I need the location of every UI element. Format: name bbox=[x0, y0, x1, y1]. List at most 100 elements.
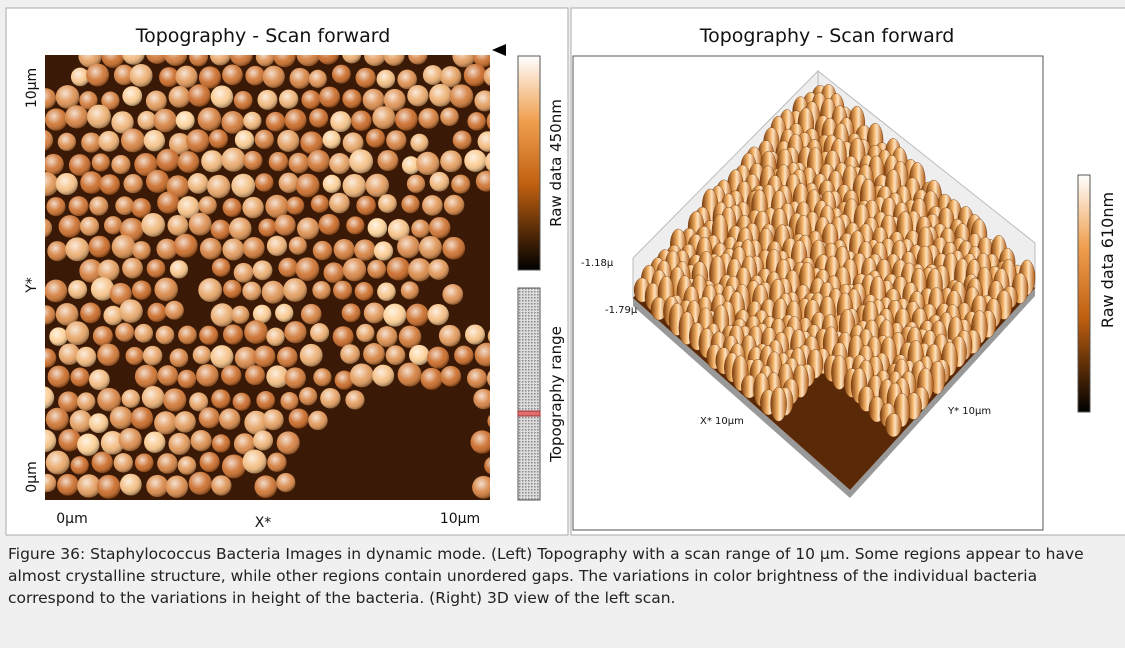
bacterium-shade bbox=[89, 369, 110, 390]
bacterium-shade bbox=[266, 328, 284, 346]
bacterium-shade bbox=[188, 173, 209, 194]
x3d-label: X* 10µm bbox=[700, 416, 744, 427]
bacterium-shade bbox=[120, 474, 142, 496]
bacterium-shade bbox=[355, 282, 374, 301]
bacterium-shade bbox=[221, 365, 241, 385]
bacterium-shade bbox=[377, 326, 398, 347]
bacterium-shade bbox=[418, 108, 439, 129]
bacterium-shade bbox=[256, 391, 275, 410]
bacterium-shade bbox=[229, 217, 252, 240]
bacterium-shade bbox=[175, 66, 197, 88]
bacterium-shade bbox=[92, 452, 113, 473]
y3d-label: Y* 10µm bbox=[947, 406, 991, 417]
bacterium-shade bbox=[319, 214, 340, 235]
bacterium-shade bbox=[374, 241, 393, 260]
bacterium-shade bbox=[366, 129, 385, 148]
bacterium-shade bbox=[234, 263, 254, 283]
bacterium-shade bbox=[430, 172, 450, 192]
bacterium-shade bbox=[174, 411, 195, 432]
bacterium-shade bbox=[80, 171, 102, 193]
bacterium-shade bbox=[198, 278, 222, 302]
bacterium-shade bbox=[119, 428, 142, 451]
bacterium-shade bbox=[97, 344, 119, 366]
bacterium-shade bbox=[285, 367, 306, 388]
bacterium-shade bbox=[45, 280, 68, 303]
bacterium-shade bbox=[211, 303, 234, 326]
bacterium-shade bbox=[47, 241, 67, 261]
bacterium-shade bbox=[198, 107, 222, 131]
bacterium-shade bbox=[409, 345, 429, 365]
z-bottom-label: -1.79µ bbox=[605, 305, 638, 316]
bacterium-shade bbox=[296, 174, 320, 198]
bacterium-shade bbox=[56, 173, 78, 195]
bacterium-shade bbox=[367, 260, 386, 279]
bacterium-shade bbox=[300, 344, 323, 367]
page: Topography - Scan forward Topography - S… bbox=[0, 0, 1125, 648]
bacterium-shade bbox=[169, 86, 191, 108]
bacterium-shade bbox=[46, 408, 69, 431]
bacterium-shade bbox=[319, 87, 340, 108]
bacterium-shade bbox=[178, 456, 196, 474]
bacterium-shade bbox=[71, 456, 89, 474]
bacterium-shade bbox=[178, 326, 197, 345]
bacterium-shade bbox=[80, 217, 99, 236]
bacterium-shade bbox=[65, 237, 89, 261]
bacterium-shade bbox=[401, 281, 419, 299]
bacterium-shade bbox=[401, 195, 419, 213]
y-top-label: 10µm bbox=[24, 68, 40, 108]
bacterium-shade bbox=[207, 175, 230, 198]
bacterium-shade bbox=[301, 304, 321, 324]
bacterium-shade bbox=[97, 475, 121, 499]
bacterium-shade bbox=[254, 475, 277, 498]
bacterium-shade bbox=[372, 106, 395, 129]
bacterium-shade bbox=[378, 194, 397, 213]
bacterium-shade bbox=[231, 174, 255, 198]
bacterium-shade bbox=[263, 409, 284, 430]
bump bbox=[885, 413, 901, 437]
bacterium-shade bbox=[104, 216, 122, 234]
bacterium-shade bbox=[146, 475, 168, 497]
bacterium-shade bbox=[210, 345, 233, 368]
bacterium-shade bbox=[253, 430, 273, 450]
bacterium-shade bbox=[253, 260, 273, 280]
bacterium-shade bbox=[285, 109, 307, 131]
bacterium-shade bbox=[257, 90, 277, 110]
bacterium-shade bbox=[130, 64, 153, 87]
bacterium-shade bbox=[186, 129, 209, 152]
bacterium-shade bbox=[243, 151, 262, 170]
bacterium-shade bbox=[377, 282, 395, 300]
bacterium-shade bbox=[255, 173, 273, 191]
bacterium-shade bbox=[395, 108, 418, 131]
bacterium-shade bbox=[111, 155, 130, 174]
bacterium-shade bbox=[115, 323, 134, 342]
bacterium-shade bbox=[383, 304, 406, 327]
bacterium-shade bbox=[386, 345, 406, 365]
bacterium-shade bbox=[211, 220, 231, 240]
bacterium-shade bbox=[299, 387, 317, 405]
colorbar-3d bbox=[1078, 175, 1090, 412]
bacterium-shade bbox=[244, 320, 268, 344]
bacterium-shade bbox=[275, 304, 293, 322]
bacterium-shade bbox=[68, 280, 87, 299]
bump bbox=[771, 387, 787, 421]
figure: Topography - Scan forward Topography - S… bbox=[0, 0, 1125, 540]
bacterium-shade bbox=[56, 85, 80, 109]
bacterium-shade bbox=[134, 324, 153, 343]
bacterium-shade bbox=[110, 406, 133, 429]
bacterium-shade bbox=[439, 325, 461, 347]
bacterium-shade bbox=[453, 131, 472, 150]
bacterium-shade bbox=[196, 364, 219, 387]
bacterium-shade bbox=[442, 284, 463, 305]
bacterium-shade bbox=[398, 363, 422, 387]
bacterium-shade bbox=[147, 303, 166, 322]
bacterium-shade bbox=[427, 347, 449, 369]
bacterium-shade bbox=[340, 344, 360, 364]
bacterium-shade bbox=[45, 108, 67, 130]
bacterium-shade bbox=[245, 365, 265, 385]
bacterium-shade bbox=[440, 150, 462, 172]
bacterium-shade bbox=[178, 370, 197, 389]
bacterium-shade bbox=[386, 130, 406, 150]
bacterium-shade bbox=[146, 170, 169, 193]
bacterium-shade bbox=[280, 392, 298, 410]
bacterium-shade bbox=[342, 89, 361, 108]
